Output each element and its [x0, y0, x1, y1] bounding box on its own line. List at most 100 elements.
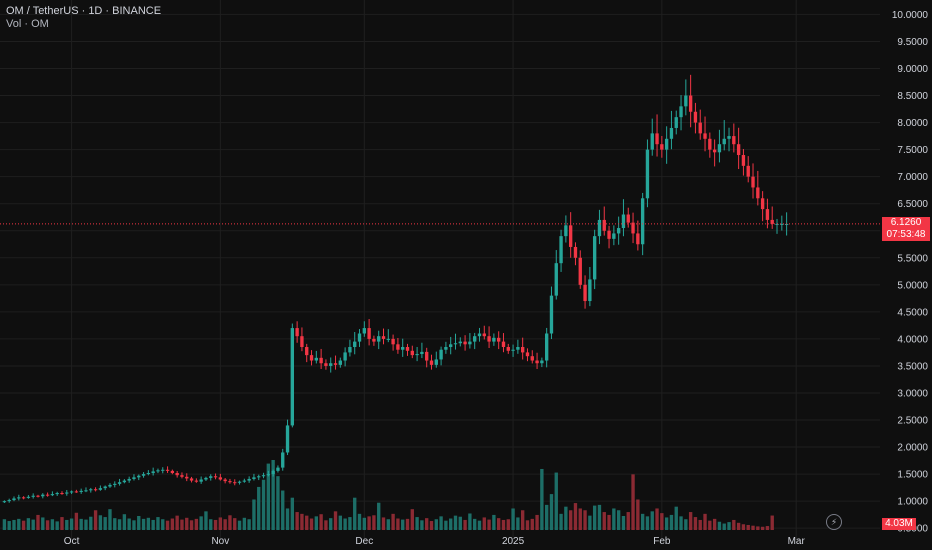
volume-bar [708, 520, 712, 530]
y-tick-label: 8.5000 [897, 91, 928, 102]
volume-bar [415, 517, 419, 530]
candle-body [189, 478, 194, 481]
volume-bar [204, 511, 208, 530]
volume-bar [357, 513, 362, 530]
volume-bar [756, 526, 760, 530]
volume-bar [592, 505, 597, 530]
volume-value-label: 4.03M [882, 518, 916, 530]
time-axis[interactable]: Oct Nov Dec 2025 Feb Mar [64, 536, 806, 547]
candle-body [103, 486, 107, 489]
volume-bar [247, 519, 251, 530]
volume-bar [381, 517, 386, 530]
volume-bar [722, 523, 726, 530]
volume-bar [612, 508, 616, 530]
volume-bar [506, 519, 510, 530]
candle-body [89, 489, 93, 491]
y-tick-label: 7.0000 [897, 172, 928, 183]
volume-bar [684, 519, 688, 530]
volume-bar [765, 526, 770, 530]
candle-body [55, 493, 59, 495]
candle-body [564, 225, 568, 237]
volume-bar [554, 472, 558, 530]
volume-bar [141, 518, 146, 530]
volume-bar [41, 517, 45, 530]
volume-bar [338, 515, 342, 530]
bar-countdown: 07:53:48 [886, 228, 926, 240]
candle-body [568, 225, 573, 247]
volume-bar [401, 519, 405, 530]
candle-body [463, 341, 467, 345]
volume-bar [257, 486, 261, 530]
volume-bar [616, 510, 621, 530]
volume-bar [103, 517, 107, 530]
candle-body [655, 133, 659, 145]
candle-body [381, 336, 386, 339]
x-tick-label: Nov [211, 536, 229, 547]
candle-body [7, 500, 11, 502]
candle-body [276, 467, 280, 471]
lightning-icon[interactable]: ⚡ [826, 514, 842, 530]
volume-bar [79, 518, 83, 530]
volume-bar [223, 519, 227, 530]
candle-body [372, 338, 376, 342]
candle-body [626, 214, 630, 223]
candle-body [520, 347, 525, 353]
volume-bar [266, 463, 271, 530]
candle-body [69, 491, 74, 493]
volume-bar [655, 508, 659, 530]
candle-body [79, 490, 83, 492]
candle-body [271, 470, 275, 475]
candle-body [137, 475, 141, 478]
candle-body [132, 477, 136, 479]
volume-bar [290, 497, 295, 530]
candle-body [650, 133, 654, 150]
candle-body [703, 133, 707, 139]
volume-bar [137, 516, 141, 530]
candle-body [631, 222, 635, 234]
candle-body [357, 333, 362, 342]
symbol-title[interactable]: OM / TetherUS · 1D · BINANCE [6, 5, 162, 17]
volume-bar [669, 514, 674, 530]
candle-body [578, 257, 582, 285]
x-tick-label: Dec [355, 536, 373, 547]
volume-bar [559, 513, 563, 530]
y-tick-label: 1.5000 [897, 470, 928, 481]
candle-body [213, 476, 218, 478]
volume-bar [679, 516, 683, 530]
candle-body [165, 469, 170, 471]
volume-bar [597, 504, 602, 530]
volume-bar [242, 517, 247, 530]
candle-body [477, 333, 482, 337]
price-axis[interactable]: 10.0000 9.5000 9.0000 8.5000 8.0000 7.5000 7.0… [892, 10, 929, 535]
volume-bar [568, 510, 573, 530]
candle-body [175, 473, 179, 476]
volume-bar [295, 512, 299, 530]
volume-bar [626, 512, 630, 530]
candle-body [170, 470, 175, 474]
volume-bar [122, 514, 127, 530]
candle-body [180, 475, 184, 477]
candlesticks [2, 74, 789, 504]
volume-bar [305, 515, 309, 530]
candle-body [156, 470, 160, 472]
candle-body [319, 357, 323, 364]
volume-bar [664, 517, 669, 530]
volume-bar [549, 494, 554, 530]
volume-bar [185, 517, 189, 530]
candle-body [473, 336, 477, 342]
candle-body [736, 144, 741, 156]
volume-bar [688, 512, 693, 530]
volume-bar [276, 476, 280, 530]
y-tick-label: 5.0000 [897, 280, 928, 291]
volume-bar [405, 518, 410, 530]
volume-bar [60, 517, 64, 530]
y-tick-label: 3.0000 [897, 388, 928, 399]
candle-body [588, 279, 592, 302]
candle-body [285, 425, 290, 453]
volume-bar [132, 520, 136, 530]
volume-bar [578, 508, 582, 530]
volume-indicator-title[interactable]: Vol · OM [6, 18, 49, 30]
candle-body [362, 328, 366, 334]
volume-bar [396, 518, 400, 530]
